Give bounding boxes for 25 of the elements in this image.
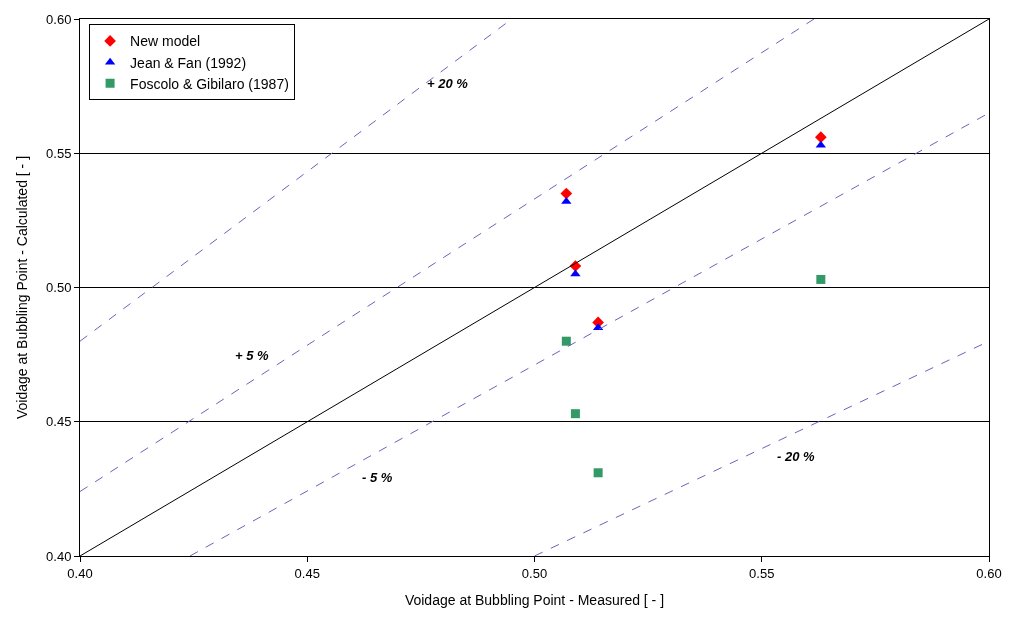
legend-label: Foscolo & Gibilaro (1987) <box>130 75 289 92</box>
y-tick-label: 0.45 <box>46 414 72 430</box>
y-tick-label: 0.40 <box>46 548 72 564</box>
x-tick-label: 0.45 <box>294 565 320 581</box>
point <box>560 187 573 200</box>
point <box>816 274 826 284</box>
series-label: - 20 % <box>777 449 816 464</box>
x-axis-title: Voidage at Bubbling Point - Measured [ - ] <box>404 591 665 608</box>
point <box>561 336 571 346</box>
x-tick-label: 0.60 <box>976 565 1002 581</box>
y-tick-label: 0.55 <box>46 145 72 161</box>
series-label: + 20 % <box>427 76 469 91</box>
series-label: + 5 % <box>235 348 270 363</box>
x-tick-label: 0.55 <box>749 565 775 581</box>
point <box>593 468 603 478</box>
point <box>814 131 827 143</box>
legend-label: New model <box>130 33 201 50</box>
legend-label: Jean & Fan (1992) <box>130 54 247 71</box>
y-axis-title: Voidage at Bubbling Point - Calculated [ - ] <box>13 155 30 420</box>
x-tick-label: 0.50 <box>521 565 548 581</box>
y-tick-label: 0.50 <box>46 280 72 296</box>
point <box>570 409 580 419</box>
y-tick-label: 0.60 <box>46 11 72 27</box>
x-tick-label: 0.40 <box>67 565 93 581</box>
series-label: - 5 % <box>362 470 393 485</box>
